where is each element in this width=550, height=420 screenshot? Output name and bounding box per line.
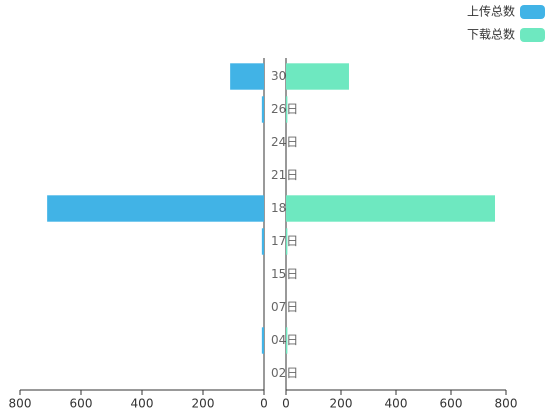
bar: [261, 327, 264, 354]
x-tick-label: 800: [495, 397, 518, 411]
category-label: 21日: [271, 168, 298, 182]
x-tick-label: 800: [9, 397, 32, 411]
category-label: 15日: [271, 267, 298, 281]
category-label: 04日: [271, 333, 298, 347]
bar: [261, 228, 264, 255]
category-label: 17日: [271, 234, 298, 248]
bar: [286, 96, 288, 123]
bar: [286, 327, 288, 354]
bar: [261, 96, 264, 123]
bar: [230, 63, 264, 90]
bar: [286, 63, 349, 90]
category-label: 18: [271, 201, 286, 215]
x-tick-label: 600: [440, 397, 463, 411]
category-label: 07日: [271, 300, 298, 314]
category-label: 26日: [271, 102, 298, 116]
x-tick-label: 200: [192, 397, 215, 411]
legend-label: 上传总数: [467, 4, 515, 19]
category-label: 02日: [271, 366, 298, 380]
x-tick-label: 400: [385, 397, 408, 411]
x-tick-label: 0: [282, 397, 290, 411]
x-tick-label: 200: [330, 397, 353, 411]
x-tick-label: 400: [131, 397, 154, 411]
category-label: 30: [271, 69, 286, 83]
category-label: 24日: [271, 135, 298, 149]
x-tick-label: 600: [70, 397, 93, 411]
legend-swatch: [520, 5, 545, 19]
bar: [286, 228, 288, 255]
legend-swatch: [520, 28, 545, 42]
bar: [286, 195, 495, 222]
legend-label: 下载总数: [467, 27, 515, 42]
bar: [47, 195, 264, 222]
x-tick-label: 0: [260, 397, 268, 411]
